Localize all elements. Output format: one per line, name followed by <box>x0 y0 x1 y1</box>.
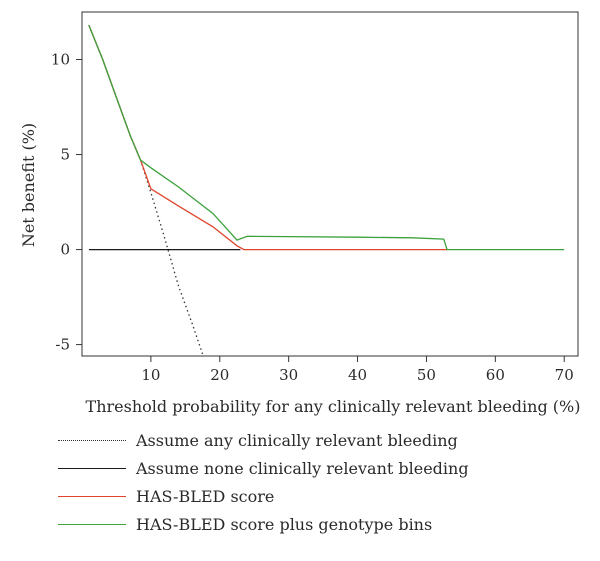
y-tick-label: 5 <box>60 146 70 164</box>
y-tick-label: 0 <box>60 241 70 259</box>
legend-item: HAS-BLED score plus genotype bins <box>58 510 469 538</box>
x-tick-label: 20 <box>210 366 229 384</box>
legend-swatch <box>58 439 126 441</box>
legend-item: Assume any clinically relevant bleeding <box>58 426 469 454</box>
x-tick-label: 60 <box>486 366 505 384</box>
x-tick-label: 30 <box>279 366 298 384</box>
x-tick-label: 40 <box>348 366 367 384</box>
plot-frame <box>81 11 579 357</box>
legend-swatch <box>58 467 126 469</box>
x-tick-label: 50 <box>417 366 436 384</box>
legend-label: HAS-BLED score <box>136 486 275 506</box>
legend-item: Assume none clinically relevant bleeding <box>58 454 469 482</box>
x-tick-label: 10 <box>141 366 160 384</box>
net-benefit-chart: Net benefit (%) Threshold probability fo… <box>19 11 581 416</box>
x-axis-label: Threshold probability for any clinically… <box>86 397 581 416</box>
legend-label: Assume none clinically relevant bleeding <box>136 458 469 478</box>
legend-item: HAS-BLED score <box>58 482 469 510</box>
y-axis-label: Net benefit (%) <box>19 123 38 247</box>
legend: Assume any clinically relevant bleeding A… <box>58 426 469 538</box>
legend-label: HAS-BLED score plus genotype bins <box>136 514 433 534</box>
x-tick-label: 70 <box>555 366 574 384</box>
legend-swatch <box>58 523 126 525</box>
series-line-3 <box>88 25 448 251</box>
legend-swatch <box>58 495 126 497</box>
legend-label: Assume any clinically relevant bleeding <box>136 430 458 450</box>
series-line-4 <box>88 25 565 251</box>
y-tick-label: 10 <box>51 51 70 69</box>
y-tick-label: -5 <box>55 336 70 354</box>
series-line-1 <box>88 25 204 355</box>
